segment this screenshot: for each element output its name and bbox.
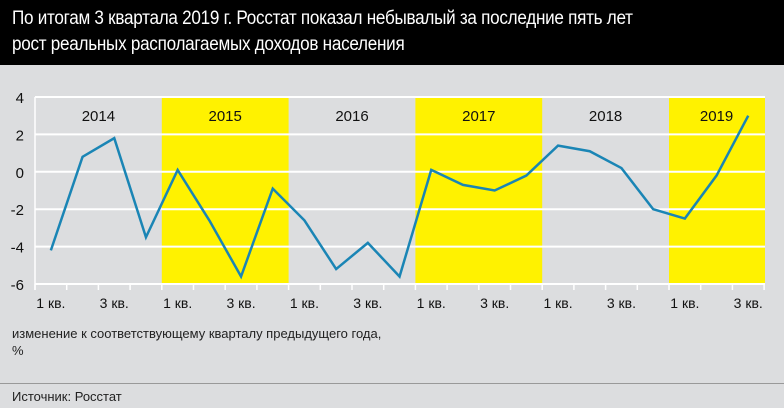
x-tick-label: 1 кв. (36, 295, 65, 311)
y-axis-label-line-1: изменение к соответствующему кварталу пр… (12, 326, 382, 341)
x-tick-label: 3 кв. (100, 295, 129, 311)
y-tick-label: -2 (11, 202, 24, 219)
year-highlight-2017 (415, 97, 543, 284)
year-highlight-2015 (161, 97, 289, 284)
x-tick-label: 3 кв. (226, 295, 255, 311)
x-tick-label: 3 кв. (734, 295, 763, 311)
year-label-2014: 2014 (82, 108, 115, 125)
year-label-2016: 2016 (335, 108, 368, 125)
year-label-2019: 2019 (700, 108, 733, 125)
y-axis-label-line-2: % (12, 343, 24, 358)
x-tick-label: 1 кв. (417, 295, 446, 311)
y-tick-label: 4 (16, 90, 24, 107)
year-label-2015: 2015 (209, 108, 242, 125)
data-line (49, 115, 750, 280)
source-note: Источник: Росстат (12, 389, 122, 404)
title-line-1: По итогам 3 квартала 2019 г. Росстат пок… (12, 8, 633, 29)
year-highlight-2019 (669, 97, 765, 284)
y-tick-label: 0 (16, 165, 24, 182)
divider (0, 383, 784, 384)
header: По итогам 3 квартала 2019 г. Росстат пок… (0, 0, 784, 65)
x-tick-label: 3 кв. (353, 295, 382, 311)
year-label-2017: 2017 (462, 108, 495, 125)
x-tick-label: 3 кв. (480, 295, 509, 311)
year-label-2018: 2018 (589, 108, 622, 125)
title-line-2: рост реальных располагаемых доходов насе… (12, 34, 405, 55)
y-tick-label: 2 (16, 127, 24, 144)
x-tick-label: 1 кв. (670, 295, 699, 311)
x-tick-label: 1 кв. (163, 295, 192, 311)
x-tick-label: 3 кв. (607, 295, 636, 311)
x-tick-label: 1 кв. (543, 295, 572, 311)
y-tick-label: -6 (11, 277, 24, 294)
line-chart: 4 2 0 -2 -4 -6 2014 2015 2016 2017 2018 2019 1 кв. 3 … (11, 90, 765, 311)
x-tick-label: 1 кв. (290, 295, 319, 311)
y-tick-label: -4 (11, 240, 24, 257)
